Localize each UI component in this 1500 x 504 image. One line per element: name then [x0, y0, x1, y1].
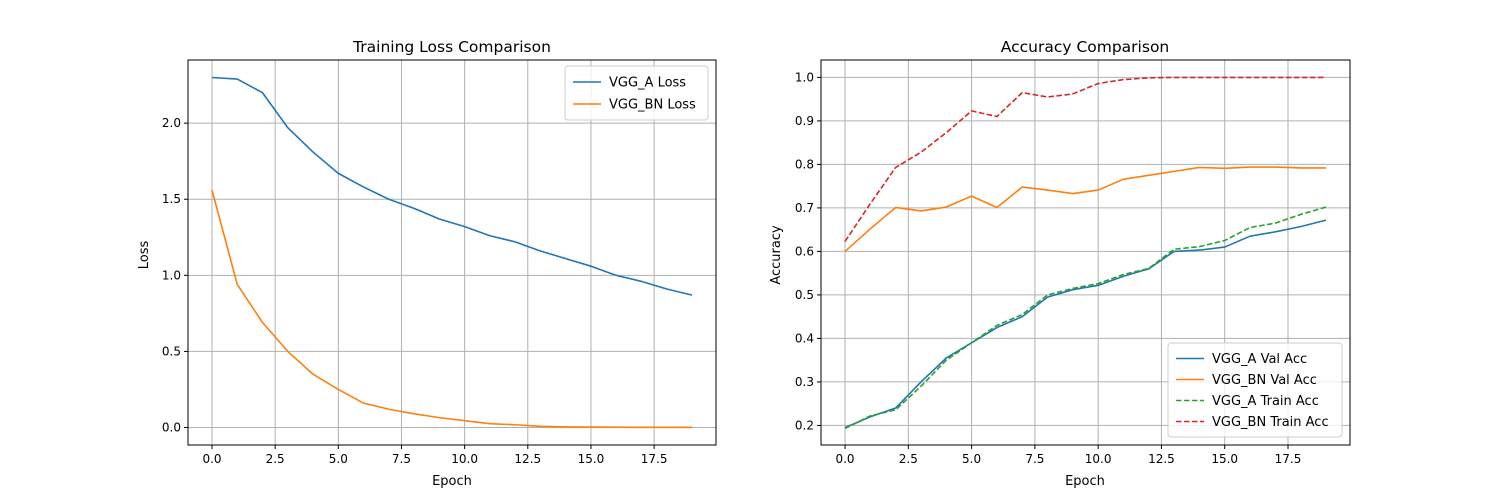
- loss-chart-series-line-2: [211, 189, 692, 429]
- loss-chart-xtick-label: 0.0: [202, 452, 221, 466]
- loss-chart-xtick-label: 5.0: [329, 452, 348, 466]
- loss-chart-title: Training Loss Comparison: [352, 38, 551, 56]
- accuracy-chart-xtick-label: 5.0: [962, 452, 981, 466]
- accuracy-chart-ytick-label: 0.4: [795, 331, 814, 345]
- accuracy-chart-legend-label: VGG_A Train Acc: [1212, 394, 1319, 409]
- accuracy-chart-legend: VGG_A Val Acc VGG_BN Val Acc VGG_A Train A…: [1167, 342, 1343, 438]
- accuracy-chart-xtick-label: 10.0: [1085, 452, 1112, 466]
- loss-chart-xtick-label: 2.5: [266, 452, 285, 466]
- loss-chart-xtick-label: 7.5: [392, 452, 411, 466]
- accuracy-chart-ytick-label: 0.3: [795, 375, 814, 389]
- loss-chart-series-line-1: [211, 76, 693, 296]
- accuracy-chart-legend-box: [1167, 342, 1343, 438]
- accuracy-chart-series-line-4: [844, 76, 1326, 242]
- loss-chart-legend-box: [564, 65, 709, 121]
- loss-chart-ytick-label: 2.0: [162, 116, 181, 130]
- loss-chart: Training Loss Comparison Epoch Loss 0.0 2…: [137, 38, 717, 489]
- accuracy-chart-ytick-label: 0.8: [795, 157, 814, 171]
- accuracy-chart-ytick-label: 0.9: [795, 114, 814, 128]
- accuracy-chart-xtick-label: 15.0: [1211, 452, 1238, 466]
- loss-chart-xlabel: Epoch: [432, 474, 472, 489]
- loss-chart-grid: [188, 60, 716, 445]
- accuracy-chart-legend-label: VGG_BN Train Acc: [1212, 415, 1329, 430]
- loss-chart-xtick-label: 15.0: [578, 452, 605, 466]
- loss-chart-legend: VGG_A Loss VGG_BN Loss: [564, 65, 709, 121]
- loss-chart-frame: [187, 59, 717, 446]
- accuracy-chart-legend-label: VGG_BN Val Acc: [1212, 373, 1317, 388]
- accuracy-chart-xtick-label: 2.5: [899, 452, 918, 466]
- loss-chart-ytick-label: 0.5: [162, 344, 181, 358]
- loss-chart-ticks: 0.0 2.5 5.0 7.5 10.0 12.5 15.0 17.5 0.0 0.5 1.0 1.5…: [162, 116, 668, 466]
- loss-chart-ytick-label: 0.0: [162, 421, 181, 435]
- accuracy-chart-ytick-label: 0.5: [795, 288, 814, 302]
- accuracy-chart-xtick-label: 7.5: [1025, 452, 1044, 466]
- accuracy-chart-xtick-label: 0.0: [835, 452, 854, 466]
- accuracy-chart-ticks: 0.0 2.5 5.0 7.5 10.0 12.5 15.0 17.5 0.2 0.3 0.4 0.5…: [795, 70, 1301, 466]
- loss-chart-ytick-label: 1.0: [162, 268, 181, 282]
- loss-chart-ytick-label: 1.5: [162, 192, 181, 206]
- loss-chart-xtick-label: 17.5: [641, 452, 668, 466]
- loss-chart-xtick-label: 10.0: [451, 452, 478, 466]
- accuracy-chart-ytick-label: 1.0: [795, 70, 814, 84]
- accuracy-chart-legend-label: VGG_A Val Acc: [1212, 352, 1307, 367]
- accuracy-chart-title: Accuracy Comparison: [1001, 38, 1170, 56]
- loss-chart-legend-label: VGG_A Loss: [609, 76, 686, 91]
- accuracy-chart-frame: [820, 59, 1351, 446]
- accuracy-chart-xtick-label: 12.5: [1148, 452, 1175, 466]
- accuracy-chart-ytick-label: 0.2: [795, 418, 814, 432]
- accuracy-chart: Accuracy Comparison Epoch Accuracy 0.0 2.…: [769, 38, 1351, 489]
- loss-chart-xtick-label: 12.5: [514, 452, 541, 466]
- accuracy-chart-ytick-label: 0.6: [795, 244, 814, 258]
- accuracy-chart-series: [844, 76, 1327, 430]
- loss-chart-series: [211, 76, 693, 429]
- accuracy-chart-xlabel: Epoch: [1065, 474, 1105, 489]
- loss-chart-legend-label: VGG_BN Loss: [609, 98, 696, 113]
- accuracy-chart-ylabel: Accuracy: [769, 225, 784, 285]
- accuracy-chart-series-line-3: [844, 206, 1327, 430]
- accuracy-chart-ytick-label: 0.7: [795, 201, 814, 215]
- loss-chart-ylabel: Loss: [137, 241, 152, 270]
- accuracy-chart-xtick-label: 17.5: [1275, 452, 1302, 466]
- accuracy-chart-series-line-1: [844, 219, 1327, 429]
- accuracy-chart-series-line-2: [844, 166, 1326, 253]
